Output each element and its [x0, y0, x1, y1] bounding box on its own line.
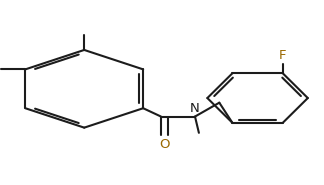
Text: F: F: [279, 49, 286, 62]
Text: N: N: [190, 102, 200, 115]
Text: O: O: [159, 138, 170, 151]
